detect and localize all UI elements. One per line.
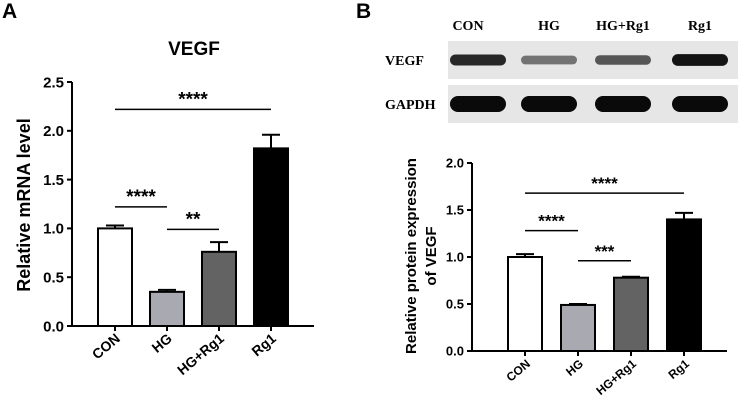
blot-lane-label: HG+Rg1	[596, 19, 650, 34]
chart-a-y-tick-label: 1.0	[43, 221, 64, 238]
chart-b-significance-label: ****	[538, 212, 565, 231]
chart-a-title: VEGF	[168, 39, 220, 60]
blot-lane-label: Rg1	[688, 19, 712, 34]
chart-a-ylabel: Relative mRNA level	[14, 118, 34, 291]
chart-b-y-tick-label: 1.0	[446, 250, 464, 265]
blot-row-label: GAPDH	[385, 98, 436, 113]
blot-band	[595, 55, 651, 65]
chart-a-bar-hg-rg1	[201, 250, 237, 328]
blot-band	[450, 54, 506, 66]
blot-band	[450, 96, 506, 112]
chart-a-y-tick-label: 0.0	[43, 318, 64, 335]
chart-a-category-label: HG+Rg1	[174, 330, 227, 378]
chart-a-significance-label: **	[186, 209, 201, 230]
chart-a-bar-rg1	[253, 147, 289, 327]
chart-b-y-tick-label: 0.5	[446, 297, 464, 312]
chart-b: Relative protein expression of VEGF 0.0 0…	[403, 156, 727, 398]
chart-b-ylabel-line1: Relative protein expression	[403, 158, 420, 354]
chart-a-significance-label: ****	[126, 187, 156, 208]
chart-b-bar-hg-rg1	[613, 276, 649, 352]
chart-b-category-label: CON	[503, 357, 532, 385]
panel-b-letter: B	[356, 0, 371, 23]
chart-b-category-label: Rg1	[666, 356, 693, 382]
chart-a: VEGF Relative mRNA level 0.0 0.5 1.0 1.5 2.0…	[14, 39, 314, 378]
blot-band	[521, 55, 577, 65]
chart-b-category-label: HG	[563, 357, 586, 379]
chart-a-y-tick-label: 2.5	[43, 74, 64, 91]
panel-a-letter: A	[2, 0, 17, 23]
chart-a-y-tick-label: 0.5	[43, 269, 64, 286]
chart-b-significance-label: ****	[591, 174, 618, 193]
chart-a-significance-label: ****	[178, 89, 208, 110]
blot-band	[672, 54, 728, 66]
chart-b-y-tick-label: 1.5	[446, 203, 464, 218]
chart-b-bar-hg	[560, 303, 596, 353]
chart-a-bar-hg	[149, 290, 185, 327]
chart-b-category-label: HG+Rg1	[593, 356, 639, 398]
blot-row-label: VEGF	[385, 54, 424, 69]
blot-lane-label: HG	[538, 19, 560, 34]
chart-b-significance-label: ***	[595, 242, 615, 261]
chart-b-bar-rg1	[666, 218, 702, 352]
chart-a-category-label: HG	[149, 330, 175, 356]
chart-a-category-label: Rg1	[248, 330, 279, 359]
chart-a-category-label: CON	[89, 330, 123, 362]
chart-a-bar-con	[97, 227, 133, 327]
chart-a-y-tick-label: 2.0	[43, 123, 64, 140]
blot-lane-label: CON	[452, 19, 483, 34]
blot-band	[521, 96, 577, 112]
chart-b-y-tick-label: 2.0	[446, 156, 464, 171]
blot-band	[672, 96, 728, 112]
western-blot: CON HG HG+Rg1 Rg1 VEGF GAPDH	[385, 19, 738, 123]
chart-b-bar-con	[507, 256, 543, 352]
chart-a-y-tick-label: 1.5	[43, 172, 64, 189]
chart-b-y-tick-label: 0.0	[446, 344, 464, 359]
chart-b-ylabel-line2: of VEGF	[423, 226, 440, 285]
blot-band	[595, 96, 651, 112]
